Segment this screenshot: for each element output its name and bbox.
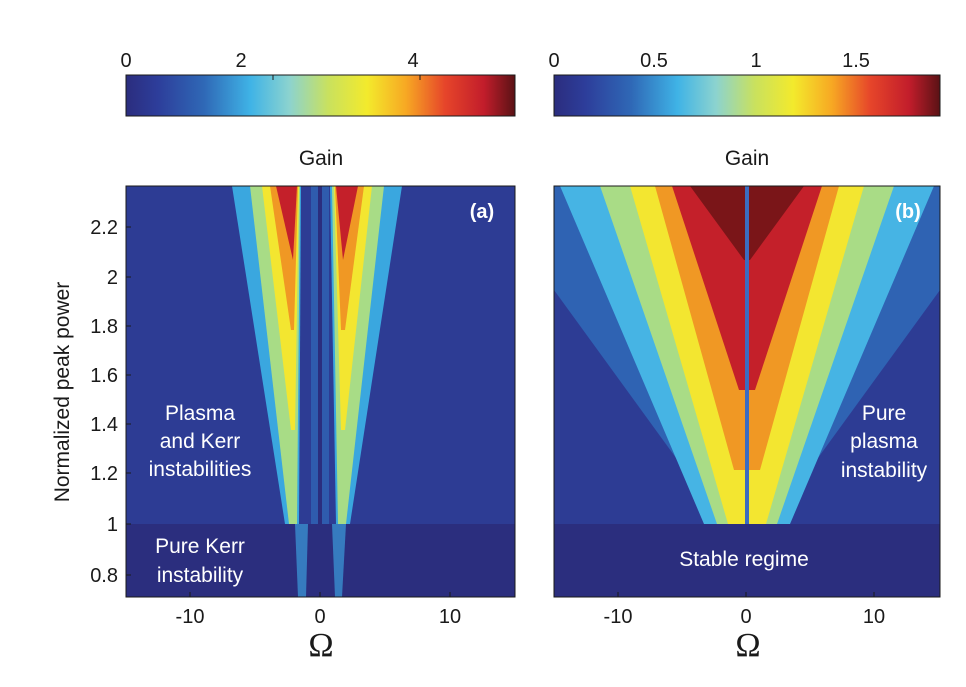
colorbar-b-tick-label: 0.5 xyxy=(640,50,668,72)
annotation-plasma-kerr: Plasma xyxy=(165,402,235,425)
colorbar-b-tick-label: 1.5 xyxy=(842,50,870,72)
x-tick-label: 0 xyxy=(314,606,325,628)
annotation-pure-kerr: instability xyxy=(157,564,244,587)
y-tick-label: 2.2 xyxy=(90,217,118,239)
panel-b-x-axis: -10 0 10 Ω xyxy=(604,592,885,664)
panel-b-heatmap xyxy=(554,186,940,597)
x-axis-label: Ω xyxy=(308,627,333,664)
colorbar-b-label: Gain xyxy=(725,147,769,170)
panel-b-center-line xyxy=(745,186,749,524)
x-tick-label: 0 xyxy=(740,606,751,628)
y-tick-label: 1.4 xyxy=(90,414,118,436)
colorbar-b: 0 0.5 1 1.5 Gain xyxy=(548,50,941,170)
annotation-pure-kerr: Pure Kerr xyxy=(155,535,245,558)
y-tick-label: 1.8 xyxy=(90,316,118,338)
y-tick-label: 1 xyxy=(107,514,118,536)
colorbar-b-tick-label: 1 xyxy=(750,50,761,72)
colorbar-a-label: Gain xyxy=(299,147,343,170)
panel-a-center-line xyxy=(318,186,322,597)
colorbar-a-tick-label: 0 xyxy=(120,50,131,72)
y-tick-label: 1.6 xyxy=(90,365,118,387)
y-tick-label: 1.2 xyxy=(90,463,118,485)
colorbar-a-ticks xyxy=(125,75,421,80)
x-axis-label: Ω xyxy=(735,627,760,664)
x-tick-label: -10 xyxy=(604,606,633,628)
annotation-pure-plasma: Pure xyxy=(862,402,906,425)
colorbar-a-gradient xyxy=(125,74,516,117)
colorbar-a-tick-label: 4 xyxy=(407,50,418,72)
panel-a-kerr-band xyxy=(332,524,346,597)
panel-a-y-ticks xyxy=(126,226,131,576)
x-tick-label: -10 xyxy=(176,606,205,628)
panel-a-label: (a) xyxy=(470,201,494,223)
x-tick-label: 10 xyxy=(439,606,461,628)
colorbar-b-gradient xyxy=(553,74,941,117)
panel-b-stable-region xyxy=(554,524,940,597)
panel-a-x-axis: -10 0 10 Ω xyxy=(176,592,461,664)
panel-a-band-red xyxy=(336,186,358,260)
y-tick-label: 2 xyxy=(107,267,118,289)
panel-a-heatmap xyxy=(126,186,515,597)
panel-a-band-red xyxy=(276,186,297,260)
annotation-pure-plasma: plasma xyxy=(850,430,918,453)
annotation-stable-regime: Stable regime xyxy=(679,548,809,571)
panel-a-kerr-band xyxy=(295,524,308,597)
y-axis-label: Normalized peak power xyxy=(51,282,74,503)
x-tick-label: 10 xyxy=(863,606,885,628)
colorbar-a-tick-label: 2 xyxy=(235,50,246,72)
annotation-pure-plasma: instability xyxy=(841,459,928,482)
annotation-plasma-kerr: instabilities xyxy=(149,458,252,481)
panel-b-label: (b) xyxy=(895,201,921,223)
colorbar-a: 0 2 4 Gain xyxy=(120,50,516,170)
panel-b-frame xyxy=(553,185,941,598)
panel-a-y-axis: 0.8 1 1.2 1.4 1.6 1.8 2 2.2 Normalized p… xyxy=(51,217,131,587)
colorbar-b-tick-label: 0 xyxy=(548,50,559,72)
y-tick-label: 0.8 xyxy=(90,565,118,587)
annotation-plasma-kerr: and Kerr xyxy=(160,430,241,453)
